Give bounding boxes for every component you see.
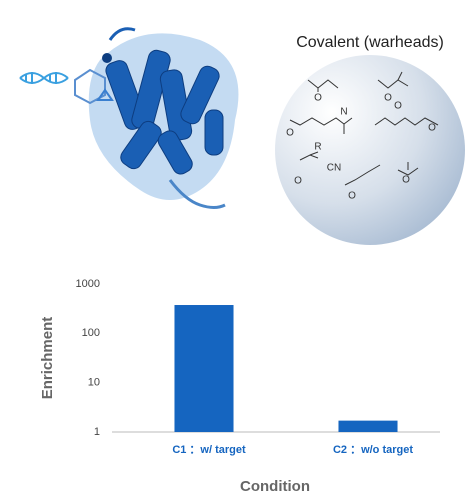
x-tick-label: C1 ：w/ target bbox=[172, 444, 246, 456]
atom-label: O bbox=[428, 123, 436, 134]
illustration-title: Covalent (warheads) bbox=[296, 34, 444, 51]
warhead-structures bbox=[289, 71, 439, 186]
warhead-sphere bbox=[275, 55, 465, 245]
bar bbox=[174, 305, 234, 432]
atom-label: O bbox=[348, 191, 356, 202]
x-tick-label: C2 ：w/o target bbox=[333, 444, 413, 456]
atom-label: CN bbox=[327, 163, 341, 174]
chart: Enrichment Condition 1 10 100 1000 C1 ：w/ ta… bbox=[39, 278, 440, 495]
atom-label: O bbox=[402, 175, 410, 186]
atom-label: O bbox=[384, 93, 392, 104]
bar bbox=[338, 420, 398, 432]
y-tick-label: 100 bbox=[82, 327, 100, 339]
atom-label: R bbox=[314, 142, 321, 153]
atom-label: O bbox=[394, 101, 402, 112]
y-tick-label: 1 bbox=[94, 426, 100, 438]
atom-label: N bbox=[340, 107, 347, 118]
y-tick-label: 10 bbox=[88, 377, 100, 389]
protein-illustration bbox=[19, 27, 239, 209]
y-axis-label: Enrichment bbox=[39, 317, 56, 400]
y-tick-label: 1000 bbox=[76, 278, 100, 290]
x-axis-label: Condition bbox=[240, 478, 310, 495]
atom-label: O bbox=[314, 93, 322, 104]
atom-label: O bbox=[294, 176, 302, 187]
atom-label: O bbox=[286, 128, 294, 139]
